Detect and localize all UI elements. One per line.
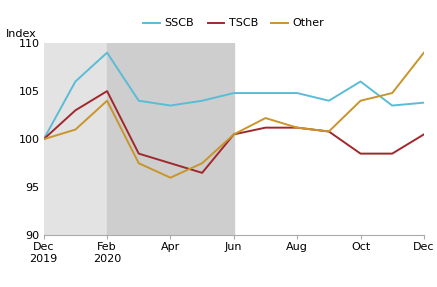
Other	[390, 91, 395, 95]
TSCB	[295, 126, 300, 129]
Other	[326, 130, 331, 133]
TSCB	[41, 137, 46, 141]
SSCB	[390, 104, 395, 107]
Line: Other: Other	[44, 53, 424, 178]
TSCB	[73, 108, 78, 112]
TSCB	[231, 133, 236, 136]
TSCB	[421, 133, 427, 136]
SSCB	[168, 104, 173, 107]
Legend: SSCB, TSCB, Other: SSCB, TSCB, Other	[139, 14, 329, 33]
Other	[199, 162, 205, 165]
Text: Index: Index	[6, 29, 36, 39]
SSCB	[136, 99, 142, 102]
SSCB	[73, 80, 78, 83]
Other	[358, 99, 363, 102]
Bar	[44, 43, 107, 235]
Other	[136, 162, 142, 165]
Other	[231, 133, 236, 136]
Line: SSCB: SSCB	[44, 53, 424, 139]
SSCB	[295, 91, 300, 95]
SSCB	[421, 101, 427, 104]
TSCB	[168, 162, 173, 165]
Other	[295, 126, 300, 129]
Other	[421, 51, 427, 54]
TSCB	[326, 130, 331, 133]
TSCB	[136, 152, 142, 155]
Other	[168, 176, 173, 179]
SSCB	[358, 80, 363, 83]
Other	[73, 128, 78, 131]
Bar	[107, 43, 234, 235]
Line: TSCB: TSCB	[44, 91, 424, 173]
SSCB	[41, 137, 46, 141]
Other	[263, 116, 268, 120]
SSCB	[231, 91, 236, 95]
SSCB	[104, 51, 110, 54]
TSCB	[390, 152, 395, 155]
TSCB	[104, 89, 110, 93]
Other	[104, 99, 110, 102]
SSCB	[199, 99, 205, 102]
TSCB	[358, 152, 363, 155]
Other	[41, 137, 46, 141]
SSCB	[326, 99, 331, 102]
TSCB	[263, 126, 268, 129]
SSCB	[263, 91, 268, 95]
TSCB	[199, 171, 205, 174]
